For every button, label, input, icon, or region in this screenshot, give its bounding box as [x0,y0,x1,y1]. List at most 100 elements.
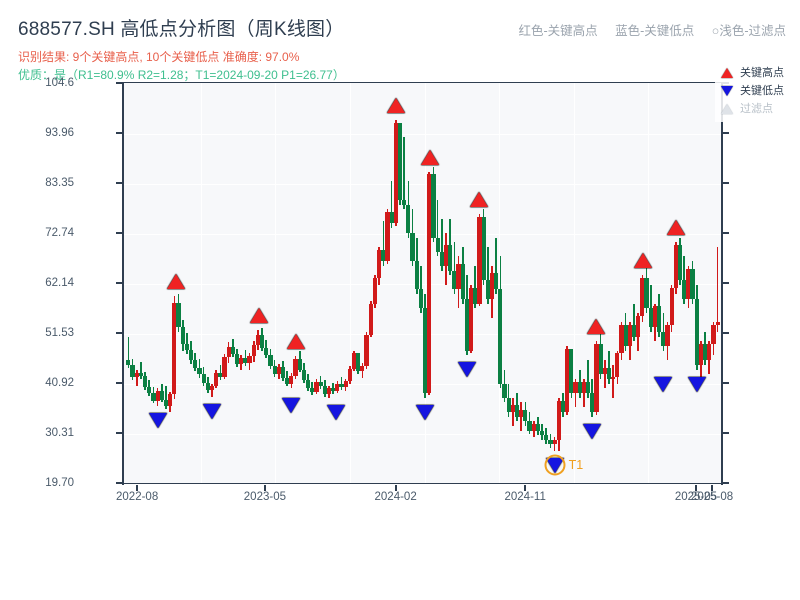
candle-body [293,359,298,377]
candle-body [439,251,444,266]
candle-body [652,306,658,328]
candle-body [644,278,649,309]
candle-body [590,393,595,412]
candle-wick [441,218,443,271]
key-low-marker[interactable] [327,404,346,420]
gridline-vertical [648,83,650,483]
key-low-marker[interactable] [687,376,706,392]
candle-wick [574,378,577,408]
candle-body [385,212,390,262]
candle-wick [553,437,556,451]
candle-body [627,325,632,346]
candle-body [506,397,511,412]
key-high-marker[interactable] [470,192,489,208]
x-axis-tick-label: 2023-05 [243,491,286,503]
page-title: 688577.SH 高低点分析图（周K线图） [18,19,345,40]
candle-body [377,249,382,279]
t1-highlight-ring[interactable] [544,454,566,476]
key-high-marker[interactable] [634,253,652,269]
y-axis-right-tick-mark [723,432,729,434]
gridline-vertical [275,83,277,483]
candle-body [147,387,152,394]
candle-body [184,344,189,350]
candle-body [594,344,599,412]
candle-body [661,331,666,346]
y-axis-right-tick-mark [723,482,729,484]
candle-wick [186,332,188,355]
y-axis-tick-mark [116,282,122,285]
candle-body [197,367,202,375]
candle-body [247,356,252,363]
candle-body [498,289,503,384]
key-low-marker[interactable] [148,413,167,429]
candle-body [673,245,678,288]
legend-label-key-high: 关键高点 [740,67,784,79]
gridline-horizontal [124,384,721,386]
candle-body [260,334,265,348]
key-high-marker[interactable] [287,334,306,350]
candle-body [569,348,574,394]
key-high-marker[interactable] [420,149,439,165]
candle-body [427,174,432,394]
candle-body [289,376,294,384]
gridline-horizontal [124,134,721,136]
candle-body [694,298,699,365]
y-axis-right-tick-mark [723,332,729,335]
key-high-marker[interactable] [386,97,405,113]
y-axis-tick-label: 72.74 [45,227,74,240]
candle-body [331,388,336,392]
candle-body [176,302,181,328]
x-axis-tick-mark [711,485,714,491]
candle-body [452,270,457,290]
candle-body [615,353,620,378]
key-high-marker[interactable] [587,319,606,335]
key-low-marker[interactable] [654,376,673,392]
candle-body [531,424,536,431]
gridline-horizontal [124,234,721,236]
x-axis-tick-label: 2024-02 [374,491,417,503]
key-low-marker[interactable] [416,404,435,420]
candle-wick [219,364,222,380]
legend-label-filtered: 过滤点 [740,103,773,115]
key-low-marker[interactable] [457,362,476,378]
candle-body [393,122,398,224]
y-axis-tick-label: 19.70 [45,477,74,489]
x-axis-tick-label: 2025-05 [674,491,718,503]
candle-body [322,386,327,394]
key-low-marker[interactable] [202,403,221,419]
candle-body [481,216,486,280]
legend-label-key-low: 关键低点 [740,85,784,97]
y-axis-tick-mark [116,82,122,84]
y-axis-tick-label: 62.14 [45,277,74,290]
key-low-marker[interactable] [583,423,602,439]
candle-wick [127,337,130,368]
chart-legend: 关键高点 关键低点 过滤点 [715,60,792,122]
key-high-marker[interactable] [666,220,685,236]
candle-body [285,377,290,384]
candle-body [305,379,311,389]
candle-body [489,273,495,299]
candle-body [410,232,415,262]
key-low-marker[interactable] [282,398,301,414]
candle-body [602,367,607,375]
candle-body [611,377,616,379]
candle-body [230,346,235,355]
candle-body [343,380,348,388]
candle-body [585,381,591,394]
candle-wick [382,220,385,266]
candle-body [573,381,578,394]
candle-wick [486,247,489,304]
candle-body [368,303,373,335]
legend-note-filtered: ○浅色-过滤点 [711,24,786,38]
key-high-marker[interactable] [249,307,268,323]
key-high-marker[interactable] [166,274,185,289]
t1-label: T1 [568,457,584,472]
candle-body [435,237,440,252]
candle-body [172,302,177,394]
candle-body [239,358,244,364]
gridline-horizontal [124,184,721,186]
candle-body [218,373,223,378]
candle-body [180,327,185,345]
candle-body [297,359,302,370]
y-axis-right-tick-mark [723,282,729,285]
